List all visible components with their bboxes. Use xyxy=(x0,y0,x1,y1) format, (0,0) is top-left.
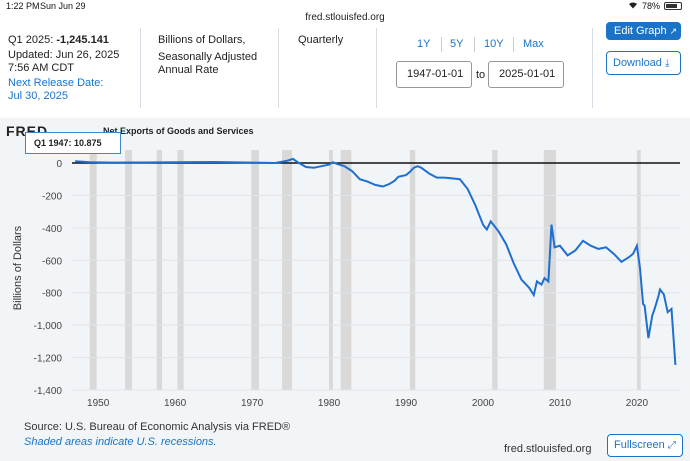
end-date-input[interactable]: 2025-01-01 xyxy=(488,61,564,88)
date-range-to: to xyxy=(476,69,486,81)
divider xyxy=(278,28,279,108)
battery-icon xyxy=(664,2,682,10)
units-info: Billions of Dollars, Seasonally Adjusted… xyxy=(158,34,278,114)
recession-band xyxy=(409,150,416,390)
divider xyxy=(592,28,593,108)
recession-band xyxy=(177,150,184,390)
battery-percent: 78% xyxy=(641,1,660,11)
latest-value: -1,245.141 xyxy=(56,34,109,46)
recession-band xyxy=(636,150,641,390)
data-tooltip: Q1 1947: 10.875 xyxy=(25,132,121,154)
y-tick-label: 0 xyxy=(56,159,62,170)
frequency-info: Quarterly xyxy=(298,34,368,114)
updated-date: Updated: Jun 26, 2025 xyxy=(8,49,120,61)
status-date: Sun Jun 29 xyxy=(40,1,86,11)
divider xyxy=(140,28,141,108)
range-divider xyxy=(513,37,514,52)
y-tick-label: -200 xyxy=(42,191,62,202)
range-5y-button[interactable]: 5Y xyxy=(450,38,464,50)
units-line-1: Billions of Dollars, xyxy=(158,34,246,46)
start-date-input[interactable]: 1947-01-01 xyxy=(396,61,472,88)
status-bar: 1:22 PM Sun Jun 29 78% xyxy=(0,0,690,12)
fullscreen-button[interactable]: Fullscreen ⤢ xyxy=(607,434,683,457)
recession-note[interactable]: Shaded areas indicate U.S. recessions. xyxy=(24,436,217,448)
recession-band xyxy=(282,150,293,390)
x-tick-label: 2000 xyxy=(472,398,495,409)
range-divider xyxy=(474,37,475,52)
download-button[interactable]: Download ⤓ xyxy=(606,51,681,75)
recession-band xyxy=(89,150,97,390)
graph-panel: FRED Net Exports of Goods and Services 0… xyxy=(0,118,690,461)
frequency-value: Quarterly xyxy=(298,34,344,46)
x-tick-label: 2010 xyxy=(549,398,572,409)
x-tick-label: 2020 xyxy=(626,398,649,409)
x-tick-label: 1980 xyxy=(318,398,341,409)
url-text: fred.stlouisfed.org xyxy=(305,12,385,23)
latest-label: Q1 2025: xyxy=(8,34,57,46)
recession-band xyxy=(329,150,333,390)
recession-band xyxy=(125,150,133,390)
download-icon: ⤓ xyxy=(664,58,670,69)
chart-title: Net Exports of Goods and Services xyxy=(103,126,254,136)
y-tick-label: -400 xyxy=(42,224,62,235)
footer-url[interactable]: fred.stlouisfed.org xyxy=(504,443,592,455)
units-line-3: Annual Rate xyxy=(158,64,219,76)
latest-line: Q1 2025: -1,245.141 xyxy=(8,34,136,47)
x-tick-label: 1970 xyxy=(241,398,264,409)
units-line-2: Seasonally Adjusted xyxy=(158,51,258,63)
series-info-bar: Q1 2025: -1,245.141 Updated: Jun 26, 202… xyxy=(0,22,690,118)
address-bar[interactable]: fred.stlouisfed.org xyxy=(0,12,690,28)
x-tick-label: 1960 xyxy=(164,398,187,409)
y-tick-label: -1,000 xyxy=(34,321,63,332)
source-note: Source: U.S. Bureau of Economic Analysis… xyxy=(24,421,291,433)
y-axis-label: Billions of Dollars xyxy=(12,225,24,310)
wifi-icon xyxy=(628,1,638,11)
y-tick-label: -1,400 xyxy=(34,386,63,397)
latest-observation: Q1 2025: -1,245.141 Updated: Jun 26, 202… xyxy=(8,34,136,114)
status-right: 78% xyxy=(628,1,682,11)
external-link-icon: ↗ xyxy=(669,26,678,36)
recession-band xyxy=(492,150,498,390)
download-label: Download xyxy=(613,57,662,69)
recession-band xyxy=(156,150,163,390)
range-1y-button[interactable]: 1Y xyxy=(417,38,431,50)
x-tick-label: 1990 xyxy=(395,398,418,409)
range-divider xyxy=(441,37,442,52)
next-release-label[interactable]: Next Release Date: xyxy=(8,77,104,89)
y-tick-label: -1,200 xyxy=(34,354,63,365)
range-10y-button[interactable]: 10Y xyxy=(484,38,504,50)
recession-band xyxy=(340,150,352,390)
x-tick-label: 1950 xyxy=(87,398,110,409)
next-release-date[interactable]: Jul 30, 2025 xyxy=(8,90,68,102)
fullscreen-label: Fullscreen xyxy=(614,439,665,451)
line-chart[interactable]: 0 -200 -400 -600 -800 -1,000 -1,200 -1,400 1950… xyxy=(0,118,690,418)
recession-band xyxy=(251,150,260,390)
edit-graph-label: Edit Graph xyxy=(614,25,667,37)
updated-time: 7:56 AM CDT xyxy=(8,62,75,74)
series-line xyxy=(75,157,677,365)
fullscreen-icon: ⤢ xyxy=(667,440,676,451)
divider xyxy=(376,28,377,108)
status-time: 1:22 PM xyxy=(6,1,40,11)
y-tick-label: -600 xyxy=(42,256,62,267)
y-tick-label: -800 xyxy=(42,289,62,300)
range-max-button[interactable]: Max xyxy=(523,38,544,50)
edit-graph-button[interactable]: Edit Graph ↗ xyxy=(606,22,681,40)
